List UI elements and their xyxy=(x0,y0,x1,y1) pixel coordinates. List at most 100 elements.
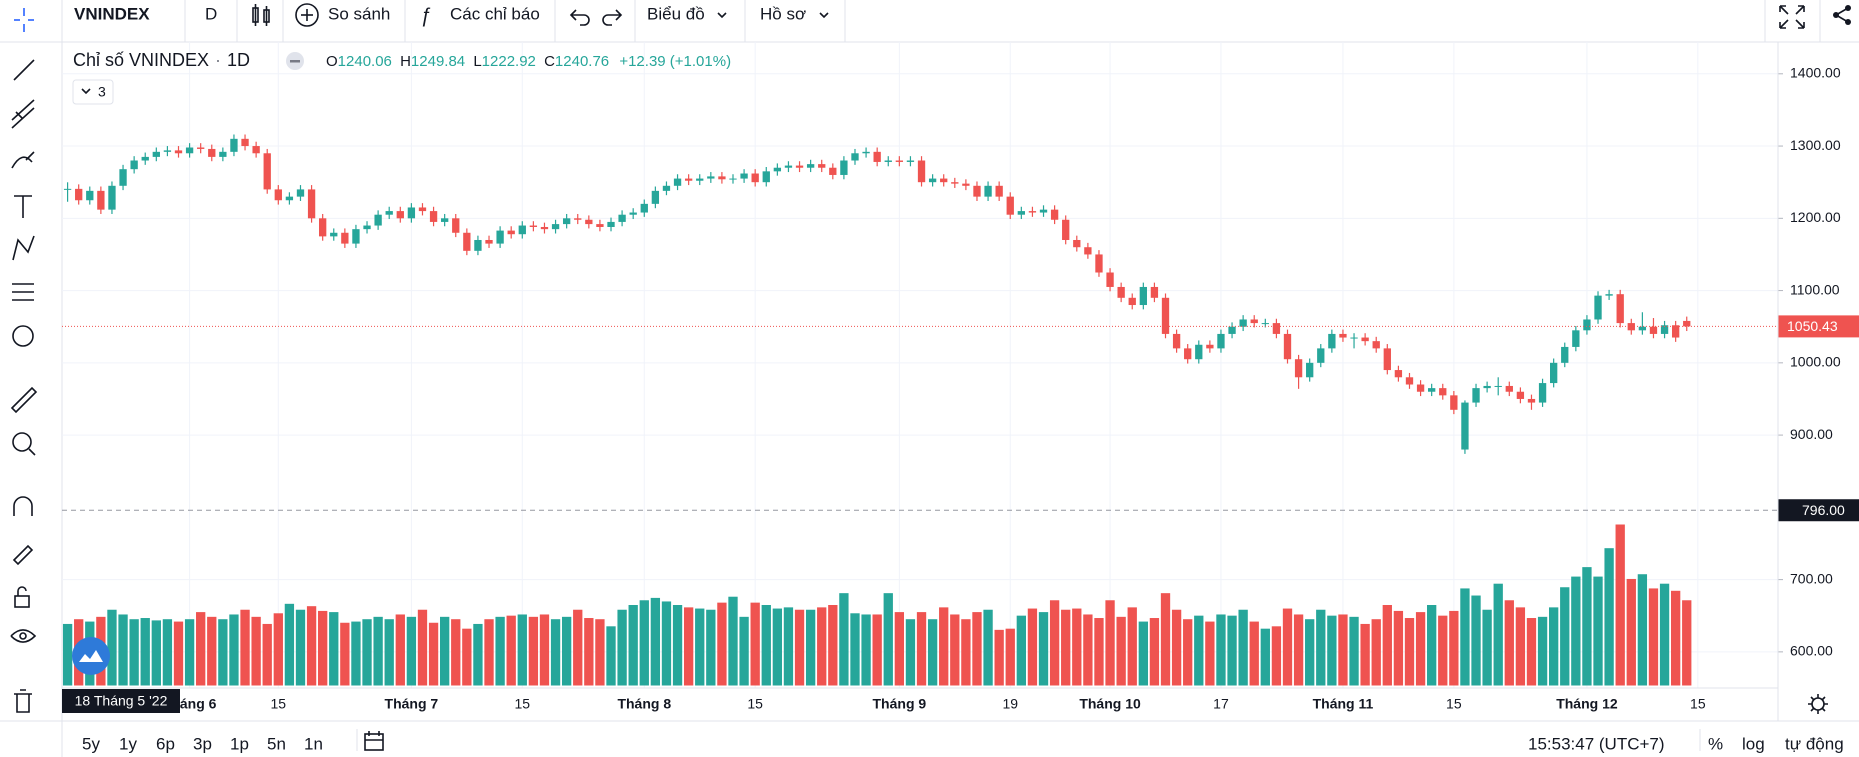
candle-body xyxy=(1428,388,1436,392)
range-button[interactable]: 6p xyxy=(156,734,175,753)
candle-body xyxy=(452,218,460,233)
x-tick-label: Tháng 10 xyxy=(1079,696,1141,712)
logo[interactable] xyxy=(72,637,110,675)
brush-tool[interactable] xyxy=(11,151,35,169)
candle-body xyxy=(418,207,427,212)
volume-bar xyxy=(761,605,771,686)
candle-body xyxy=(485,239,493,244)
fib-tool[interactable] xyxy=(11,99,35,129)
compare-button[interactable]: So sánh xyxy=(328,4,390,23)
volume-bar xyxy=(1560,587,1570,686)
range-button[interactable]: 1p xyxy=(230,734,249,753)
candle-body xyxy=(585,219,593,225)
volume-bar xyxy=(650,597,661,686)
candle-body xyxy=(895,160,904,162)
compare-icon[interactable] xyxy=(295,3,319,27)
hide-tool[interactable] xyxy=(10,629,37,643)
volume-bar xyxy=(1160,593,1171,686)
profile-menu[interactable]: Hồ sơ xyxy=(760,4,806,23)
x-tick-label: 19 xyxy=(1002,696,1018,712)
candle-body xyxy=(463,232,471,251)
chart-menu[interactable]: Biểu đồ xyxy=(647,4,705,23)
candle-body xyxy=(640,203,648,213)
candle-body xyxy=(307,189,316,219)
text-tool[interactable] xyxy=(14,195,32,218)
pattern-tool[interactable] xyxy=(12,235,35,261)
settings-button[interactable] xyxy=(1808,694,1828,714)
volume-bar xyxy=(284,603,295,686)
prediction-tool[interactable] xyxy=(12,283,34,301)
volume-bar xyxy=(240,609,250,686)
range-button[interactable]: 1y xyxy=(119,734,137,753)
indicators-button[interactable]: Các chỉ báo xyxy=(450,4,540,23)
volume-bar xyxy=(772,608,783,686)
fullscreen-button[interactable] xyxy=(1779,5,1805,29)
indicators-icon[interactable]: ƒ xyxy=(420,4,431,26)
emoji-tool[interactable] xyxy=(12,325,34,347)
undo-button[interactable] xyxy=(569,9,590,26)
candle-body xyxy=(1350,337,1358,339)
candle-body xyxy=(1283,333,1292,360)
x-tick-label: Tháng 7 xyxy=(385,696,439,712)
volume-bar xyxy=(1138,621,1148,686)
volume-bar xyxy=(218,619,228,686)
volume-bar xyxy=(473,623,483,686)
chart-type-button[interactable] xyxy=(252,4,270,26)
close-label: C xyxy=(544,53,555,70)
candle-body xyxy=(507,230,515,235)
range-button[interactable]: 5y xyxy=(82,734,100,753)
interval-button[interactable]: D xyxy=(205,4,217,23)
candle-body xyxy=(1306,362,1314,378)
volume-bar xyxy=(373,616,383,686)
stay-drawing-tool[interactable] xyxy=(12,544,34,566)
volume-bar xyxy=(318,610,328,686)
volume-bar xyxy=(606,626,616,686)
candle-body xyxy=(1017,211,1025,215)
range-button[interactable]: 1n xyxy=(304,734,323,753)
candle-body xyxy=(1605,294,1613,296)
candle-body xyxy=(851,153,859,161)
candle-body xyxy=(108,185,116,210)
candle-body xyxy=(1461,402,1469,450)
range-button[interactable]: 3p xyxy=(193,734,212,753)
crosshair-tool[interactable] xyxy=(14,8,34,32)
percent-toggle[interactable]: % xyxy=(1708,734,1723,753)
y-tick-label: 900.00 xyxy=(1790,426,1833,442)
candle-body xyxy=(1095,254,1103,273)
indicator-collapse[interactable]: 3 xyxy=(72,79,114,105)
candle-body xyxy=(518,225,526,235)
chevron xyxy=(819,12,829,19)
candle-body xyxy=(806,164,815,168)
volume-bar xyxy=(1360,623,1370,686)
lock-tool[interactable] xyxy=(14,595,30,608)
candle-body xyxy=(973,185,981,197)
trend-line-tool[interactable] xyxy=(13,59,35,81)
candle-body xyxy=(1117,286,1125,298)
legend-toggle[interactable] xyxy=(286,52,304,70)
candle-body xyxy=(1339,333,1347,338)
volume-bar xyxy=(1670,590,1681,686)
date-range-button[interactable] xyxy=(364,731,384,751)
volume-bar xyxy=(639,600,649,686)
candle-body xyxy=(1550,362,1558,384)
candle-body xyxy=(729,178,737,180)
measure-tool[interactable] xyxy=(10,386,38,414)
candle-body xyxy=(1073,239,1081,248)
range-button[interactable]: 5n xyxy=(267,734,286,753)
volume-bar xyxy=(1460,588,1470,686)
volume-bar xyxy=(1493,583,1503,686)
volume-bar xyxy=(1504,600,1514,686)
share-button[interactable] xyxy=(1833,5,1851,25)
volume-bar xyxy=(1271,626,1282,686)
candle-body xyxy=(1450,395,1458,410)
candle-body xyxy=(1250,319,1258,324)
zoom-tool[interactable] xyxy=(12,432,32,452)
log-toggle[interactable]: log xyxy=(1742,734,1765,753)
magnet-tool[interactable] xyxy=(13,496,33,516)
redo-button[interactable] xyxy=(602,9,623,26)
auto-toggle[interactable]: tự động xyxy=(1785,734,1844,753)
remove-tool[interactable] xyxy=(14,689,32,713)
low-value: 1222.92 xyxy=(482,53,536,70)
symbol[interactable]: VNINDEX xyxy=(74,4,150,23)
